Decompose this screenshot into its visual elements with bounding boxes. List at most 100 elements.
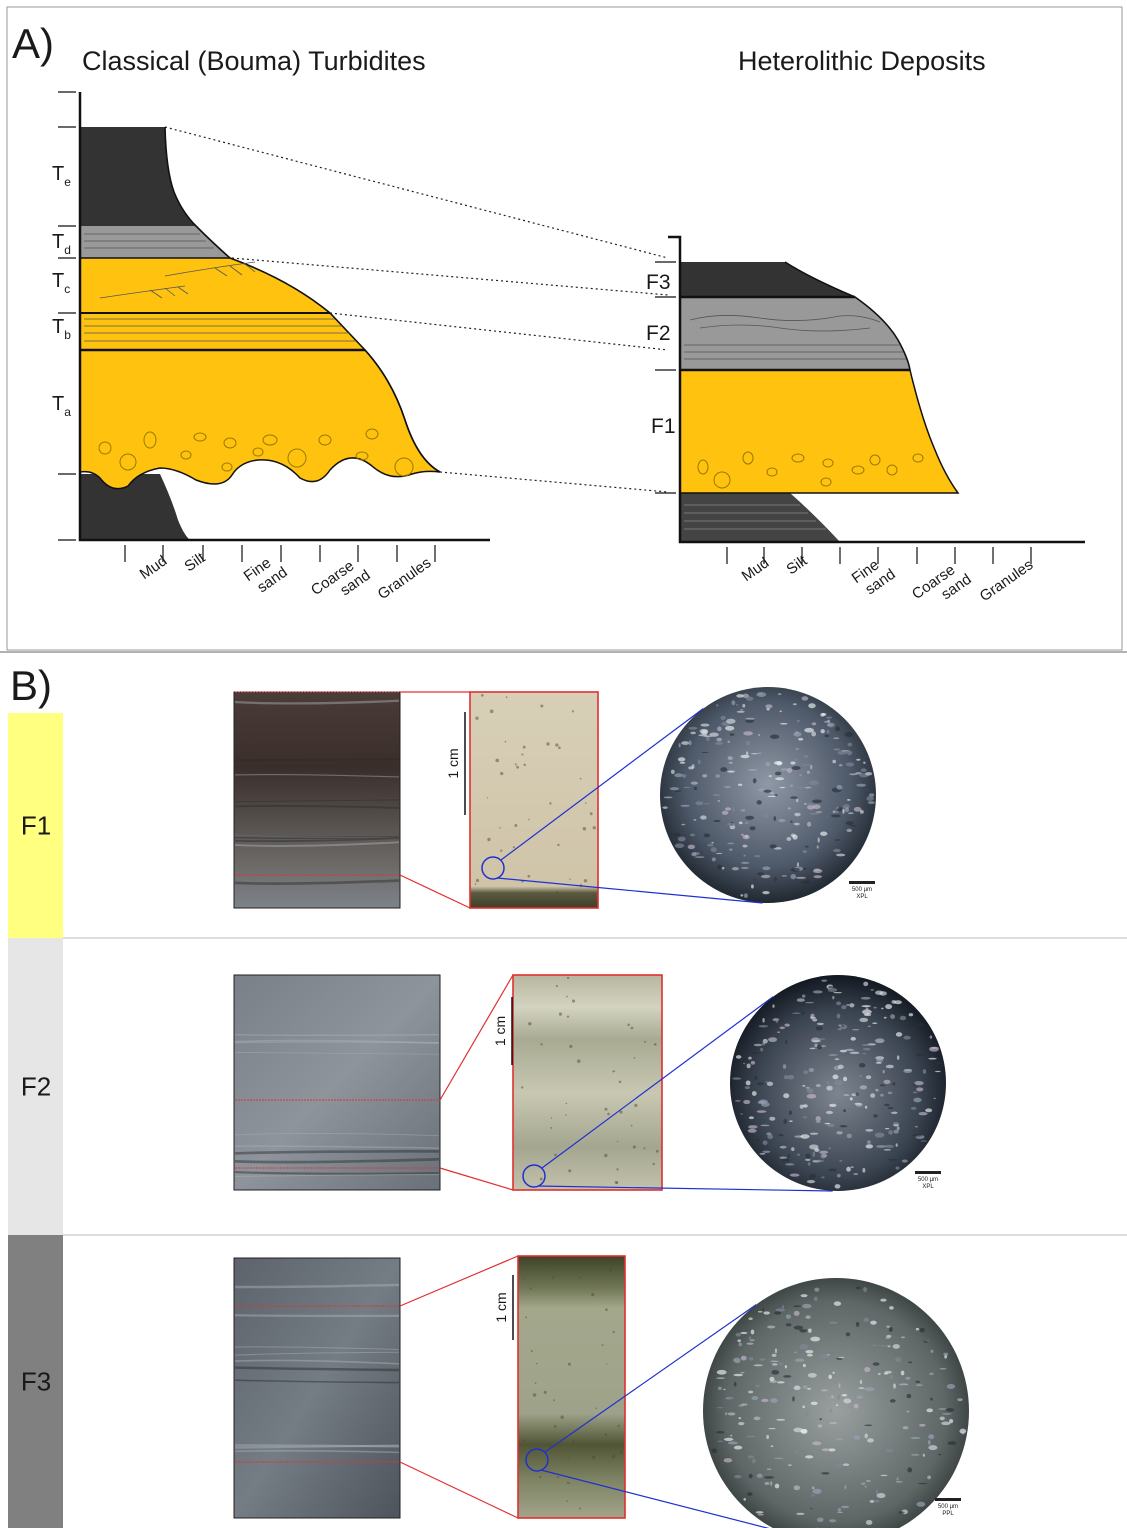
mineral-grain bbox=[812, 800, 822, 804]
grain-speck bbox=[560, 1415, 563, 1418]
grain-speck bbox=[584, 879, 587, 882]
mineral-grain bbox=[828, 1375, 832, 1380]
mineral-grain bbox=[792, 766, 801, 770]
mineral-grain bbox=[829, 1321, 838, 1324]
mineral-grain bbox=[893, 1130, 898, 1134]
mineral-grain bbox=[870, 989, 874, 990]
mineral-grain bbox=[826, 716, 832, 718]
mineral-grain bbox=[841, 1506, 849, 1509]
grain-speck bbox=[644, 1041, 646, 1043]
mineral-grain bbox=[917, 1023, 924, 1025]
grain-speck bbox=[580, 778, 582, 780]
grain-speck bbox=[557, 844, 559, 846]
mineral-grain bbox=[751, 884, 754, 888]
mineral-grain bbox=[838, 1508, 841, 1512]
grain-size-line: Granules bbox=[375, 554, 435, 603]
mineral-grain bbox=[809, 813, 819, 815]
mineral-grain bbox=[835, 726, 840, 731]
grain-speck bbox=[556, 891, 558, 893]
mineral-grain bbox=[866, 1144, 873, 1148]
mineral-grain bbox=[718, 1387, 722, 1390]
mineral-grain bbox=[762, 866, 770, 870]
mineral-grain bbox=[790, 874, 796, 879]
mineral-grain bbox=[741, 809, 746, 811]
right-title: Heterolithic Deposits bbox=[738, 46, 986, 76]
mineral-grain bbox=[859, 1063, 866, 1068]
unit-main: T bbox=[52, 231, 64, 253]
unit-label: Te bbox=[52, 163, 71, 189]
mineral-grain bbox=[803, 850, 807, 853]
grain-speck bbox=[552, 1277, 554, 1279]
mineral-grain bbox=[752, 1052, 759, 1054]
mineral-grain bbox=[802, 1406, 804, 1409]
mineral-grain bbox=[782, 875, 788, 876]
mineral-grain bbox=[812, 1152, 815, 1157]
mineral-grain bbox=[756, 1511, 764, 1513]
mineral-grain bbox=[864, 1424, 872, 1426]
mineral-grain bbox=[738, 1342, 742, 1346]
mineral-grain bbox=[767, 1469, 772, 1470]
unit-main: T bbox=[52, 393, 64, 415]
mineral-grain bbox=[745, 822, 749, 823]
mineral-grain bbox=[813, 869, 822, 873]
mineral-grain bbox=[808, 703, 815, 708]
mineral-grain bbox=[859, 1018, 868, 1022]
mineral-grain bbox=[923, 1069, 926, 1074]
body: {"panel_a": { "label": "A)", "left_title… bbox=[0, 0, 1127, 1528]
mineral-grain bbox=[870, 1500, 875, 1503]
mineral-grain bbox=[800, 1134, 809, 1139]
mineral-grain bbox=[892, 1013, 901, 1015]
mineral-grain bbox=[866, 796, 874, 801]
facies-labels: F3F2F1 bbox=[646, 271, 676, 438]
mineral-grain bbox=[865, 1387, 875, 1391]
mineral-grain bbox=[779, 1362, 784, 1366]
mineral-grain bbox=[724, 1458, 733, 1462]
mineral-grain bbox=[913, 1134, 922, 1137]
mineral-grain bbox=[757, 1082, 764, 1085]
figure: A) Classical (Bouma) Turbidites Heteroli… bbox=[0, 0, 1127, 1528]
thin-section bbox=[518, 1256, 625, 1518]
mineral-grain bbox=[732, 1077, 741, 1079]
mineral-grain bbox=[734, 1446, 742, 1450]
grain-speck bbox=[528, 819, 530, 821]
mineral-grain bbox=[783, 1093, 789, 1098]
mineral-grain bbox=[763, 815, 768, 818]
mineral-grain bbox=[664, 796, 673, 798]
unit-f3 bbox=[680, 262, 855, 297]
mineral-grain bbox=[846, 995, 848, 997]
mineral-grain bbox=[897, 1055, 900, 1060]
mineral-grain bbox=[778, 693, 781, 694]
grain-speck bbox=[550, 1127, 552, 1129]
mineral-grain bbox=[838, 1065, 844, 1069]
grain-speck bbox=[540, 704, 543, 707]
mineral-grain bbox=[722, 811, 729, 815]
mineral-grain bbox=[860, 1085, 867, 1089]
mineral-grain bbox=[879, 991, 887, 995]
mineral-grain bbox=[909, 1013, 914, 1016]
mineral-grain bbox=[683, 787, 690, 788]
mineral-grain bbox=[808, 1328, 812, 1332]
mineral-grain bbox=[807, 1180, 815, 1183]
mineral-grain bbox=[886, 1449, 893, 1453]
grain-speck bbox=[549, 802, 551, 804]
left-grain-labels: MudSiltFinesandCoarsesandGranules bbox=[137, 549, 435, 613]
grain-speck bbox=[514, 824, 517, 827]
mineral-grain bbox=[736, 1333, 741, 1337]
grain-size-line: Silt bbox=[783, 552, 811, 578]
grain-size-label: Granules bbox=[375, 554, 435, 603]
grain-speck bbox=[539, 1476, 541, 1478]
mineral-grain bbox=[662, 806, 667, 808]
micro-scale-label: 500 µm bbox=[938, 1504, 958, 1510]
mineral-grain bbox=[820, 831, 827, 835]
mineral-grain bbox=[778, 819, 785, 822]
facies-label: F2 bbox=[21, 1072, 51, 1102]
mineral-grain bbox=[916, 1328, 919, 1331]
mineral-grain bbox=[918, 1112, 927, 1115]
mineral-grain bbox=[716, 1431, 724, 1434]
mineral-grain bbox=[801, 881, 811, 884]
mineral-grain bbox=[750, 826, 756, 830]
grain-speck bbox=[557, 1476, 559, 1478]
mineral-grain bbox=[796, 748, 799, 750]
mineral-grain bbox=[741, 867, 749, 869]
mineral-grain bbox=[888, 1092, 892, 1095]
